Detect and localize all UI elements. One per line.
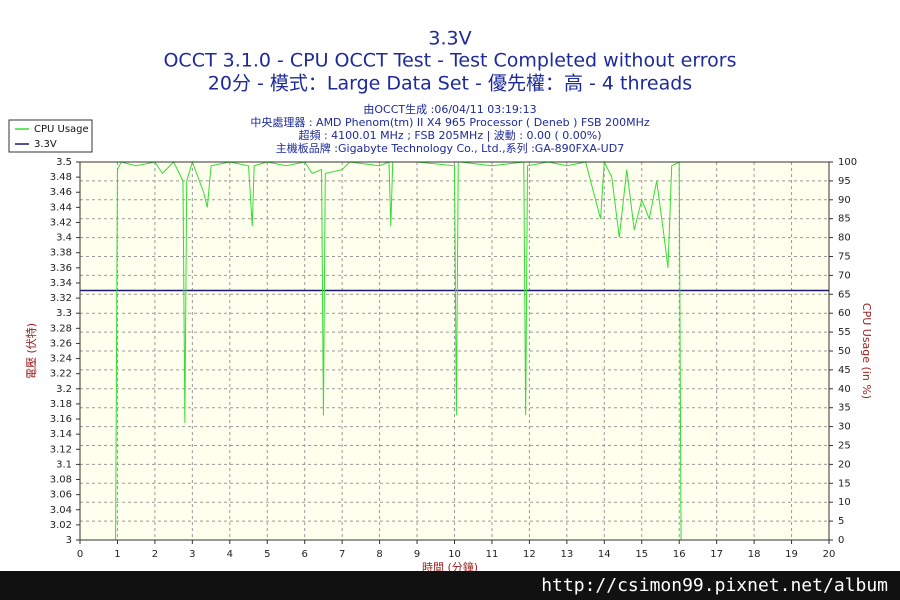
- chart-info: 主機板品牌 :Gigabyte Technology Co., Ltd.,系列 …: [276, 141, 624, 155]
- x-tick-label: 7: [339, 549, 345, 560]
- x-tick-label: 18: [748, 549, 761, 560]
- legend-box: [8, 119, 93, 153]
- y2-tick-label: 45: [838, 365, 851, 376]
- chart-info: 由OCCT生成 :06/04/11 03:19:13: [363, 102, 536, 116]
- y-tick-label: 3.18: [50, 399, 72, 410]
- chart-subtitle: 20分 - 模式：Large Data Set - 優先權：高 - 4 thre…: [208, 73, 692, 95]
- y2-tick-label: 40: [838, 384, 851, 395]
- chart-subtitle: OCCT 3.1.0 - CPU OCCT Test - Test Comple…: [163, 50, 736, 72]
- x-tick-label: 2: [152, 549, 158, 560]
- y2-tick-label: 85: [838, 214, 851, 225]
- x-tick-label: 16: [673, 549, 686, 560]
- y2-tick-label: 50: [838, 346, 851, 357]
- y2-tick-label: 70: [838, 270, 851, 281]
- y-tick-label: 3.38: [50, 248, 72, 259]
- y-tick-label: 3.06: [50, 490, 72, 501]
- y-tick-label: 3.34: [50, 278, 72, 289]
- y-tick-label: 3.36: [50, 263, 72, 274]
- y2-axis-label: CPU Usage (in %): [860, 303, 873, 399]
- x-tick-label: 1: [114, 549, 120, 560]
- y2-tick-label: 55: [838, 327, 851, 338]
- y-tick-label: 3.5: [56, 157, 72, 168]
- y-tick-label: 3.12: [50, 444, 72, 455]
- x-tick-label: 17: [710, 549, 723, 560]
- y2-tick-label: 75: [838, 252, 851, 263]
- y-tick-label: 3.26: [50, 338, 72, 349]
- y-tick-label: 3.42: [50, 217, 72, 228]
- x-tick-label: 4: [227, 549, 233, 560]
- x-tick-label: 15: [635, 549, 648, 560]
- legend-label: CPU Usage: [34, 124, 89, 135]
- x-tick-label: 14: [598, 549, 611, 560]
- y2-tick-label: 100: [838, 157, 857, 168]
- y2-tick-label: 60: [838, 308, 851, 319]
- y2-tick-label: 10: [838, 497, 851, 508]
- chart-info: 中央處理器 : AMD Phenom(tm) II X4 965 Process…: [250, 115, 650, 129]
- x-tick-label: 13: [560, 549, 573, 560]
- y-tick-label: 3.28: [50, 323, 72, 334]
- y-tick-label: 3.32: [50, 293, 72, 304]
- y-tick-label: 3.48: [50, 172, 72, 183]
- x-tick-label: 12: [523, 549, 536, 560]
- y-tick-label: 3.1: [56, 459, 72, 470]
- y-tick-label: 3.02: [50, 520, 72, 531]
- chart-info: 超頻 : 4100.01 MHz ; FSB 205MHz | 波動 : 0.0…: [298, 128, 601, 142]
- x-tick-label: 5: [264, 549, 270, 560]
- x-tick-label: 0: [77, 549, 83, 560]
- y2-tick-label: 30: [838, 422, 851, 433]
- y-tick-label: 3.3: [56, 308, 72, 319]
- y2-tick-label: 15: [838, 478, 851, 489]
- x-tick-label: 9: [414, 549, 420, 560]
- y-axis-label: 電壓 (伏特): [24, 323, 38, 379]
- x-tick-label: 10: [448, 549, 461, 560]
- chart-title: 3.3V: [428, 28, 471, 50]
- x-tick-label: 20: [823, 549, 836, 560]
- y2-tick-label: 35: [838, 403, 851, 414]
- x-tick-label: 11: [486, 549, 499, 560]
- x-tick-label: 6: [302, 549, 308, 560]
- y-tick-label: 3.16: [50, 414, 72, 425]
- x-tick-label: 3: [189, 549, 195, 560]
- y2-tick-label: 0: [838, 535, 844, 546]
- legend-label: 3.3V: [34, 139, 57, 150]
- x-axis-label: 時間 (分鐘): [422, 560, 478, 574]
- y-tick-label: 3.24: [50, 354, 72, 365]
- y-tick-label: 3.22: [50, 369, 72, 380]
- x-tick-label: 19: [785, 549, 798, 560]
- y-tick-label: 3.4: [56, 233, 72, 244]
- y2-tick-label: 90: [838, 195, 851, 206]
- y-tick-label: 3.14: [50, 429, 72, 440]
- y2-tick-label: 20: [838, 459, 851, 470]
- y2-tick-label: 5: [838, 516, 844, 527]
- y-tick-label: 3.44: [50, 202, 72, 213]
- watermark: http://csimon99.pixnet.net/album: [541, 575, 888, 596]
- y2-tick-label: 80: [838, 233, 851, 244]
- y-tick-label: 3.2: [56, 384, 72, 395]
- watermark-bar: [0, 571, 900, 600]
- y2-tick-label: 25: [838, 441, 851, 452]
- y-tick-label: 3.04: [50, 505, 72, 516]
- y-tick-label: 3: [66, 535, 72, 546]
- y2-tick-label: 95: [838, 176, 851, 187]
- y-tick-label: 3.08: [50, 475, 72, 486]
- series-line: [80, 160, 829, 541]
- y2-tick-label: 65: [838, 289, 851, 300]
- y-tick-label: 3.46: [50, 187, 72, 198]
- x-tick-label: 8: [376, 549, 382, 560]
